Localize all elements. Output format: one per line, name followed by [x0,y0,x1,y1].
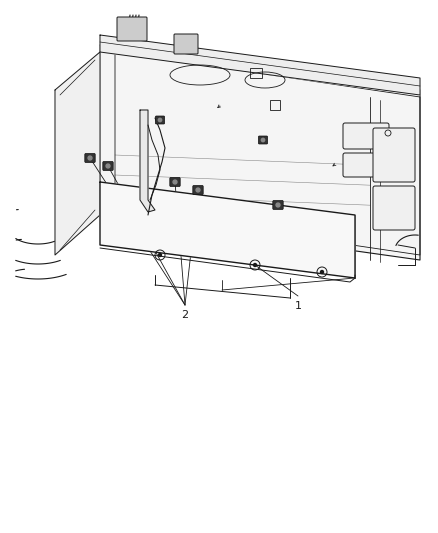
FancyBboxPatch shape [170,177,180,187]
Bar [270,100,280,110]
Text: 2: 2 [181,310,189,320]
Circle shape [196,188,200,192]
Circle shape [254,263,257,266]
Polygon shape [100,45,420,260]
FancyBboxPatch shape [193,185,203,195]
FancyBboxPatch shape [373,186,415,230]
FancyBboxPatch shape [343,123,389,149]
Circle shape [261,139,265,142]
Polygon shape [100,182,355,278]
Circle shape [159,254,162,256]
FancyBboxPatch shape [273,200,283,209]
Polygon shape [100,35,420,95]
FancyBboxPatch shape [373,128,415,182]
Circle shape [173,180,177,184]
Circle shape [88,156,92,160]
FancyBboxPatch shape [343,153,389,177]
FancyBboxPatch shape [103,161,113,171]
Circle shape [158,118,162,122]
Polygon shape [140,110,155,212]
Circle shape [106,164,110,168]
FancyBboxPatch shape [85,154,95,163]
Circle shape [276,203,280,207]
FancyBboxPatch shape [174,34,198,54]
FancyBboxPatch shape [258,136,268,144]
Text: 1: 1 [294,301,301,311]
FancyBboxPatch shape [155,116,165,124]
Circle shape [321,271,324,273]
Bar [250,68,262,78]
FancyBboxPatch shape [117,17,147,41]
Polygon shape [55,52,100,255]
